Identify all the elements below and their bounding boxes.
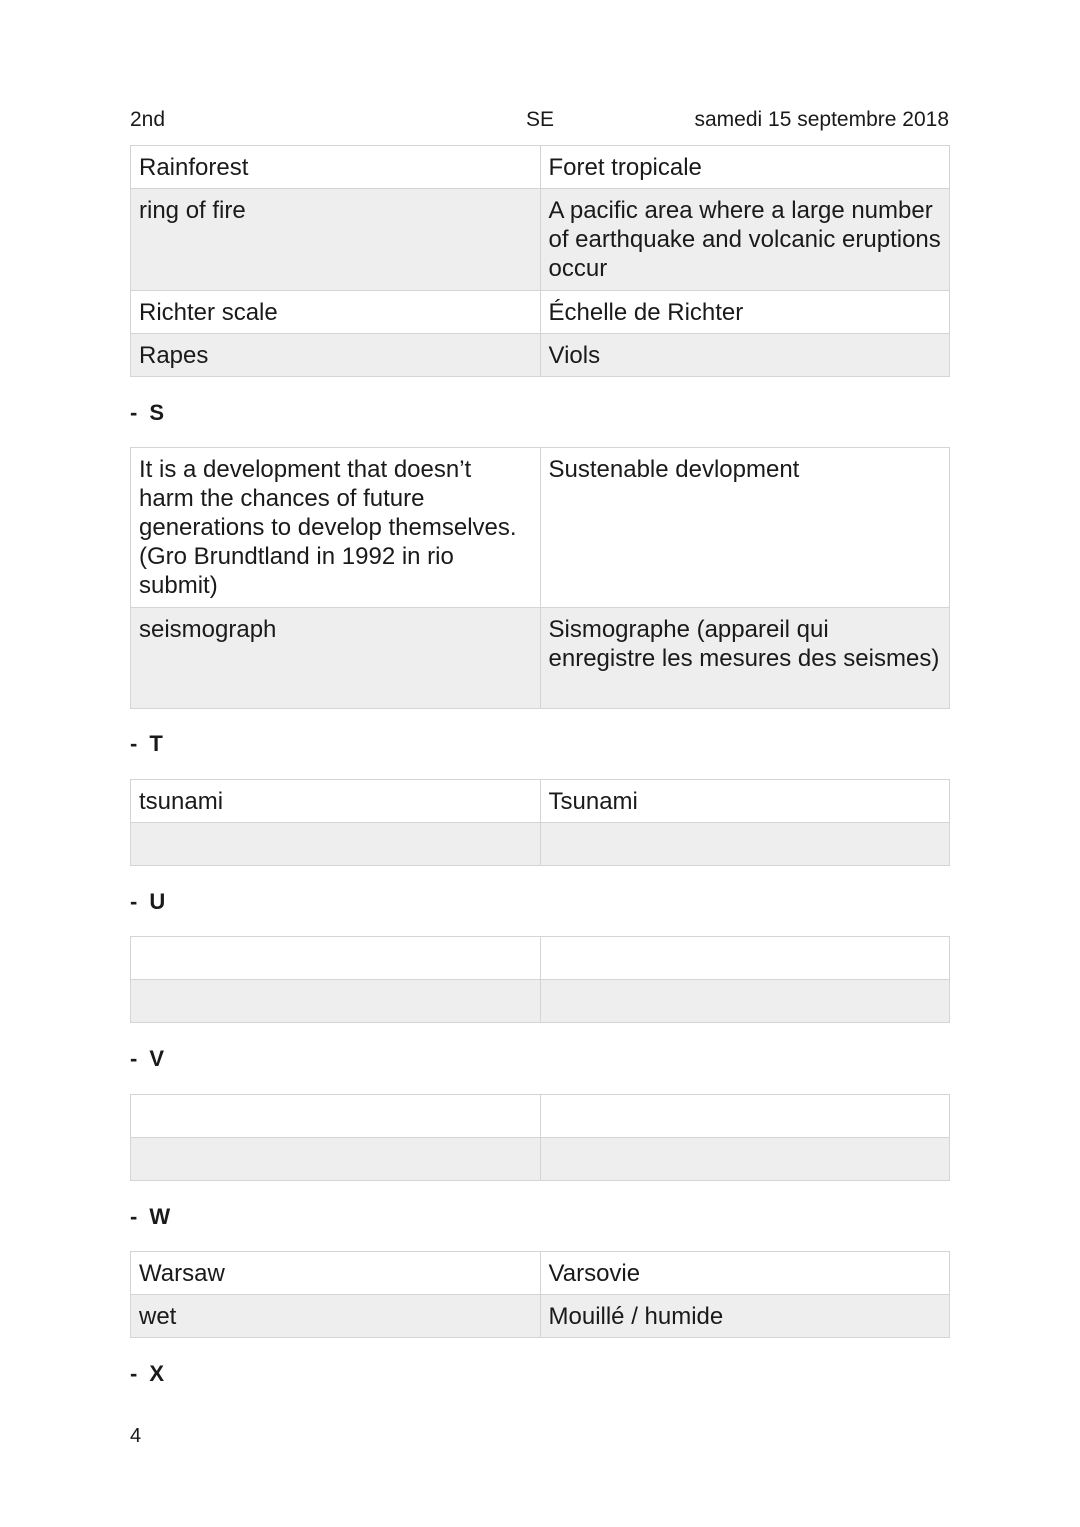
- translation-cell: Foret tropicale: [539, 145, 950, 189]
- section-letter: S: [149, 400, 165, 425]
- translation-cell: [539, 1137, 950, 1181]
- vocabulary-table: [130, 936, 950, 1023]
- table-row: It is a development that doesn’t harm th…: [130, 447, 950, 608]
- table-row: [130, 979, 950, 1023]
- translation-cell: Sismographe (appareil qui enregistre les…: [539, 607, 950, 709]
- header-subject: SE: [526, 108, 555, 131]
- header-date: samedi 15 septembre 2018: [694, 108, 950, 131]
- term-cell: It is a development that doesn’t harm th…: [130, 447, 541, 608]
- translation-cell: Sustenable devlopment: [539, 447, 950, 608]
- table-row: tsunami Tsunami: [130, 779, 950, 823]
- dash: -: [130, 1361, 138, 1386]
- dash: -: [130, 889, 138, 914]
- term-cell: [130, 936, 541, 980]
- table-row: [130, 1094, 950, 1138]
- translation-cell: Tsunami: [539, 779, 950, 823]
- translation-cell: A pacific area where a large number of e…: [539, 188, 950, 291]
- term-cell: Rapes: [130, 333, 541, 377]
- table-row: Richter scale Échelle de Richter: [130, 290, 950, 334]
- section-letter: X: [149, 1361, 165, 1386]
- section-letter: W: [149, 1204, 171, 1229]
- term-cell: seismograph: [130, 607, 541, 709]
- table-row: wet Mouillé / humide: [130, 1294, 950, 1338]
- translation-cell: Échelle de Richter: [539, 290, 950, 334]
- term-cell: ring of fire: [130, 188, 541, 291]
- section-heading: -V: [130, 1046, 164, 1072]
- term-cell: [130, 1137, 541, 1181]
- translation-cell: [539, 936, 950, 980]
- dash: -: [130, 400, 138, 425]
- dash: -: [130, 731, 138, 756]
- section-heading: -W: [130, 1204, 170, 1230]
- term-cell: Rainforest: [130, 145, 541, 189]
- table-row: ring of fire A pacific area where a large…: [130, 188, 950, 291]
- term-cell: tsunami: [130, 779, 541, 823]
- vocabulary-table: Warsaw Varsovie wet Mouillé / humide: [130, 1251, 950, 1338]
- dash: -: [130, 1046, 138, 1071]
- translation-cell: Varsovie: [539, 1251, 950, 1295]
- section-heading: -S: [130, 400, 164, 426]
- section-letter: T: [149, 731, 163, 756]
- term-cell: wet: [130, 1294, 541, 1338]
- term-cell: Richter scale: [130, 290, 541, 334]
- section-heading: -U: [130, 889, 165, 915]
- vocabulary-table: Rainforest Foret tropicale ring of fire A p…: [130, 145, 950, 377]
- section-heading: -X: [130, 1361, 164, 1387]
- section-letter: U: [149, 889, 166, 914]
- section-heading: -T: [130, 731, 163, 757]
- term-cell: Warsaw: [130, 1251, 541, 1295]
- table-row: seismograph Sismographe (appareil qui enr…: [130, 607, 950, 709]
- translation-cell: [539, 979, 950, 1023]
- table-row: Rainforest Foret tropicale: [130, 145, 950, 189]
- section-letter: V: [149, 1046, 165, 1071]
- vocabulary-table: tsunami Tsunami: [130, 779, 950, 866]
- table-row: Warsaw Varsovie: [130, 1251, 950, 1295]
- page-number: 4: [130, 1425, 142, 1447]
- translation-cell: Mouillé / humide: [539, 1294, 950, 1338]
- table-row: Rapes Viols: [130, 333, 950, 377]
- translation-cell: Viols: [539, 333, 950, 377]
- translation-cell: [539, 822, 950, 866]
- term-cell: [130, 822, 541, 866]
- dash: -: [130, 1204, 138, 1229]
- vocabulary-table: It is a development that doesn’t harm th…: [130, 447, 950, 709]
- header-class: 2nd: [130, 108, 166, 131]
- table-row: [130, 936, 950, 980]
- vocabulary-table: [130, 1094, 950, 1181]
- translation-cell: [539, 1094, 950, 1138]
- table-row: [130, 1137, 950, 1181]
- table-row: [130, 822, 950, 866]
- term-cell: [130, 1094, 541, 1138]
- term-cell: [130, 979, 541, 1023]
